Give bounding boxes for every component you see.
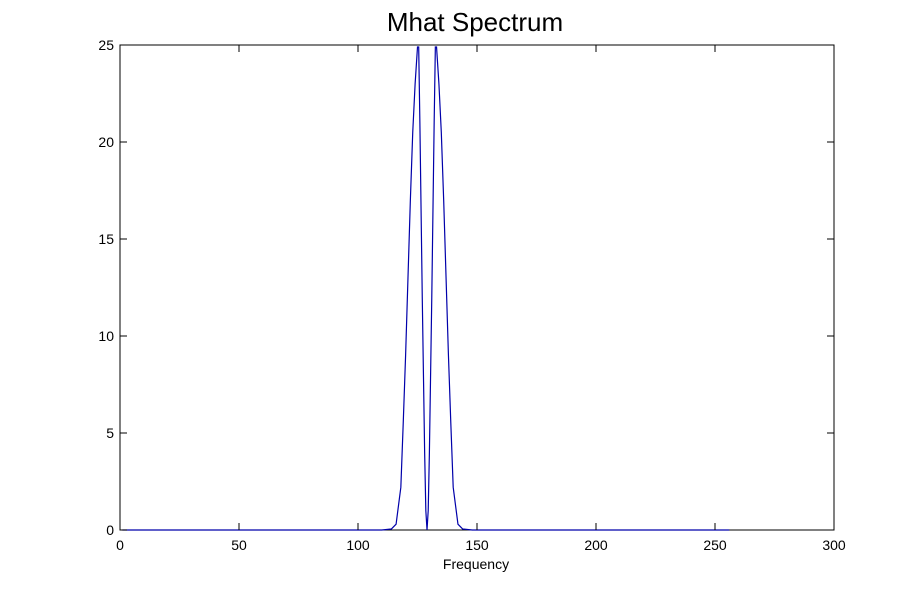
plot-area: 0 50 100 150 200 250 300 0 5 10 15 20 25 <box>98 37 845 553</box>
y-ticks: 0 5 10 15 20 25 <box>98 37 834 538</box>
y-tick-label: 15 <box>98 231 114 247</box>
x-tick-label: 200 <box>584 537 608 553</box>
x-ticks: 0 50 100 150 200 250 300 <box>116 45 846 553</box>
x-tick-label: 50 <box>231 537 247 553</box>
y-tick-label: 25 <box>98 37 114 53</box>
chart-title: Mhat Spectrum <box>387 7 563 37</box>
y-tick-label: 5 <box>106 425 114 441</box>
y-tick-label: 10 <box>98 328 114 344</box>
x-axis-label: Frequency <box>443 556 509 572</box>
x-tick-label: 100 <box>346 537 370 553</box>
y-tick-label: 0 <box>106 522 114 538</box>
x-tick-label: 250 <box>703 537 727 553</box>
y-tick-label: 20 <box>98 134 114 150</box>
x-tick-label: 150 <box>465 537 489 553</box>
series-line <box>122 46 730 531</box>
x-tick-label: 300 <box>822 537 846 553</box>
axes-box <box>119 44 835 531</box>
x-tick-label: 0 <box>116 537 124 553</box>
